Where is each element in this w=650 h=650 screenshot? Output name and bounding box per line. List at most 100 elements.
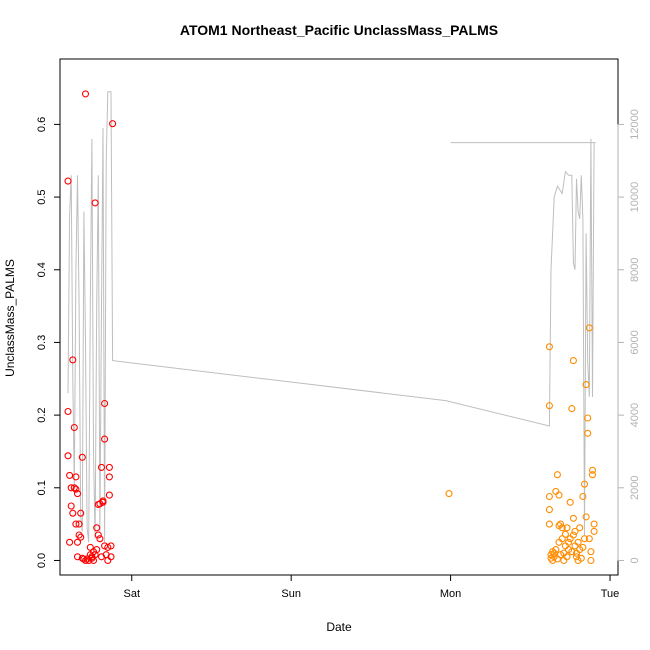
data-point-series-1 xyxy=(105,463,113,471)
y2-tick-label: 0 xyxy=(629,557,641,563)
data-point-series-2 xyxy=(582,381,590,389)
x-tick-label: Sun xyxy=(281,588,301,600)
data-point-series-2 xyxy=(590,520,598,528)
data-point-series-1 xyxy=(67,484,75,492)
data-point-series-2 xyxy=(587,548,595,556)
data-point-series-1 xyxy=(81,90,90,98)
data-point-series-2 xyxy=(584,429,592,437)
data-point-series-2 xyxy=(585,324,593,332)
x-axis-label: Date xyxy=(326,620,352,634)
data-point-series-2 xyxy=(545,492,553,501)
data-point-series-2 xyxy=(588,466,597,474)
data-point-series-2 xyxy=(588,471,597,479)
data-point-series-1 xyxy=(80,555,88,563)
data-point-series-2 xyxy=(549,556,557,565)
data-point-series-2 xyxy=(552,546,560,554)
data-point-series-1 xyxy=(93,524,101,532)
data-point-series-1 xyxy=(97,463,106,471)
data-point-series-1 xyxy=(94,531,102,539)
data-point-series-1 xyxy=(69,356,77,364)
y-tick-label: 0.2 xyxy=(36,407,48,422)
data-point-series-1 xyxy=(64,452,72,460)
data-point-series-2 xyxy=(545,343,553,351)
y2-tick-label: 8000 xyxy=(629,258,641,282)
data-point-series-2 xyxy=(550,549,558,557)
data-point-series-2 xyxy=(568,405,576,413)
data-point-series-2 xyxy=(569,357,577,365)
data-point-series-2 xyxy=(574,538,582,546)
data-point-series-1 xyxy=(105,473,113,481)
y-tick-label: 0.0 xyxy=(36,553,48,568)
data-point-series-1 xyxy=(66,538,74,546)
data-point-series-1 xyxy=(101,399,109,408)
data-point-series-2 xyxy=(572,553,581,561)
x-tick-label: Mon xyxy=(440,588,461,600)
data-point-series-2 xyxy=(587,556,595,565)
data-point-series-1 xyxy=(72,473,80,481)
data-point-series-2 xyxy=(577,554,585,562)
data-point-series-2 xyxy=(558,524,566,532)
data-point-series-2 xyxy=(560,556,568,565)
data-point-series-2 xyxy=(568,548,576,556)
data-point-series-1 xyxy=(70,484,78,492)
data-point-series-2 xyxy=(579,543,587,551)
data-point-series-2 xyxy=(553,471,561,479)
data-point-series-1 xyxy=(70,423,78,432)
data-point-series-2 xyxy=(579,492,587,501)
data-point-series-2 xyxy=(545,520,553,528)
data-point-series-1 xyxy=(101,435,109,443)
data-point-series-2 xyxy=(580,535,589,543)
data-point-series-2 xyxy=(571,527,579,535)
altitude-layer xyxy=(67,91,596,543)
data-point-series-2 xyxy=(557,520,565,528)
data-point-series-1 xyxy=(91,199,99,207)
data-point-series-2 xyxy=(590,527,598,535)
points-layer xyxy=(64,90,598,565)
data-point-series-2 xyxy=(565,538,573,546)
data-point-series-2 xyxy=(561,530,569,538)
data-point-series-1 xyxy=(99,497,107,505)
data-point-series-1 xyxy=(66,471,74,479)
altitude-line xyxy=(67,91,596,543)
data-point-series-2 xyxy=(582,513,590,521)
y-tick-label: 0.6 xyxy=(36,117,48,132)
y-tick-label: 0.4 xyxy=(36,262,48,277)
y2-tick-label: 4000 xyxy=(629,403,641,427)
data-point-series-2 xyxy=(563,524,571,532)
data-point-series-1 xyxy=(72,485,80,493)
data-point-series-2 xyxy=(555,491,563,499)
data-point-series-1 xyxy=(105,491,113,499)
data-point-series-2 xyxy=(566,498,574,506)
data-point-series-2 xyxy=(563,553,571,561)
data-point-series-1 xyxy=(104,556,112,565)
data-point-series-1 xyxy=(73,490,82,498)
data-point-series-1 xyxy=(93,546,101,554)
data-point-series-1 xyxy=(73,538,82,546)
chart-title: ATOM1 Northeast_Pacific UnclassMass_PALM… xyxy=(180,22,498,38)
data-point-series-1 xyxy=(78,453,86,461)
plot-frame xyxy=(59,58,619,576)
data-point-series-2 xyxy=(566,535,574,543)
data-point-series-1 xyxy=(73,553,82,561)
data-point-series-1 xyxy=(107,553,115,561)
y2-tick-label: 6000 xyxy=(629,330,641,354)
data-point-series-2 xyxy=(576,524,584,532)
y-tick-label: 0.3 xyxy=(36,335,48,350)
data-point-series-1 xyxy=(69,509,77,517)
data-point-series-2 xyxy=(580,480,589,488)
data-point-series-1 xyxy=(64,177,72,185)
data-point-series-1 xyxy=(75,520,83,528)
data-point-series-1 xyxy=(109,120,117,128)
y2-tick-label: 2000 xyxy=(629,476,641,500)
x-tick-label: Sat xyxy=(123,588,140,600)
data-point-series-2 xyxy=(545,402,553,410)
y-tick-label: 0.5 xyxy=(36,189,48,204)
axes-layer: Sat Sun Mon Tue 0.0 0.1 0.2 0.3 0.4 0.5 0.6 0 2000 40… xyxy=(36,109,641,600)
y-axis-label: UnclassMass_PALMS xyxy=(3,259,17,377)
data-point-series-2 xyxy=(569,531,577,539)
y2-tick-label: 10000 xyxy=(629,182,641,213)
y2-tick-label: 12000 xyxy=(629,109,641,140)
data-point-series-1 xyxy=(72,520,80,528)
data-point-series-1 xyxy=(81,556,90,565)
data-point-series-2 xyxy=(545,506,553,514)
